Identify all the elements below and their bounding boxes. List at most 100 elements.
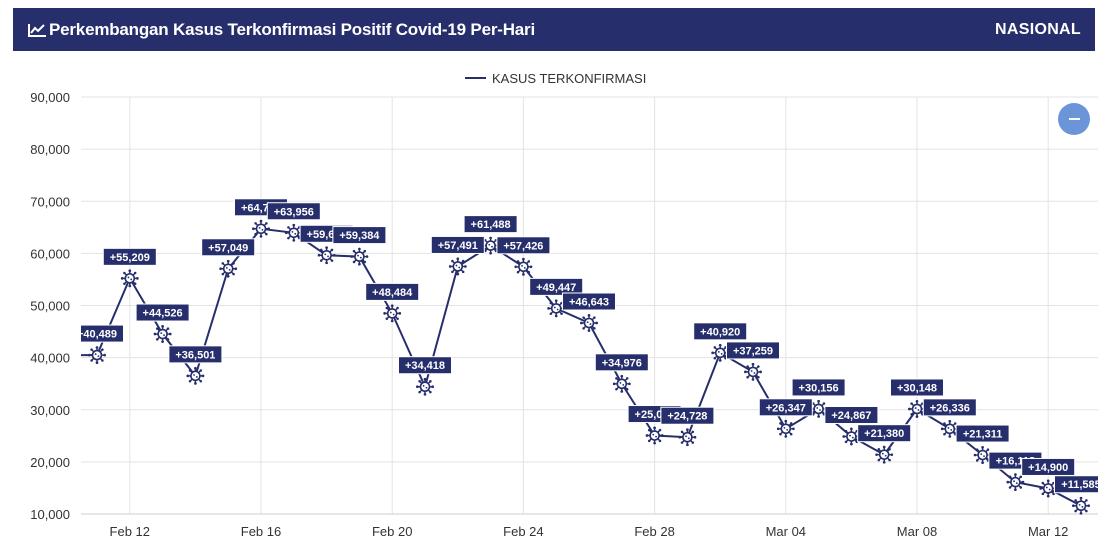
data-label: +37,259 — [727, 342, 780, 359]
data-label-text: +24,728 — [667, 411, 707, 423]
x-tick-label: Feb 20 — [372, 524, 412, 539]
data-label: +24,867 — [825, 407, 878, 424]
legend-entry[interactable]: KASUS TERKONFIRMASI — [492, 71, 646, 86]
data-label-text: +24,867 — [831, 410, 871, 422]
data-label-text: +59,384 — [339, 230, 380, 242]
line-chart-icon — [27, 22, 47, 38]
virus-icon[interactable] — [613, 375, 631, 393]
y-tick-label: 10,000 — [30, 507, 70, 522]
series-markers — [88, 220, 1090, 515]
virus-icon[interactable] — [777, 420, 795, 438]
data-label: +30,156 — [792, 379, 845, 396]
virus-icon[interactable] — [350, 248, 368, 266]
data-label-text: +26,336 — [930, 402, 970, 414]
data-label-text: +44,526 — [143, 308, 183, 320]
data-label-text: +48,484 — [372, 287, 413, 299]
x-tick-label: Feb 12 — [110, 524, 150, 539]
virus-icon[interactable] — [383, 304, 401, 322]
y-tick-label: 60,000 — [30, 246, 70, 261]
x-tick-label: Mar 12 — [1028, 524, 1068, 539]
data-label: +57,426 — [497, 237, 550, 254]
y-tick-label: 30,000 — [30, 403, 70, 418]
data-label-text: +21,311 — [963, 429, 1002, 441]
data-label-text: +55,209 — [110, 252, 150, 264]
y-tick-label: 70,000 — [30, 194, 70, 209]
data-label: +44,526 — [136, 304, 189, 321]
data-label-text: +14,900 — [1028, 462, 1068, 474]
header-title-group: Perkembangan Kasus Terkonfirmasi Positif… — [27, 20, 535, 40]
zoom-reset-button[interactable] — [1058, 103, 1090, 135]
virus-icon[interactable] — [88, 346, 106, 364]
data-label-text: +46,643 — [569, 296, 609, 308]
data-label-text: +57,426 — [503, 240, 543, 252]
x-tick-label: Mar 08 — [897, 524, 937, 539]
data-label: +48,484 — [366, 283, 419, 300]
virus-icon[interactable] — [1072, 497, 1090, 515]
data-label: +34,418 — [399, 357, 452, 374]
data-label-text: +63,956 — [274, 206, 314, 218]
data-label-text: +40,920 — [700, 326, 740, 338]
data-label: +57,491 — [431, 236, 484, 253]
data-label: +30,148 — [891, 379, 944, 396]
x-axis: Feb 12 Feb 16 Feb 20 Feb 24 Feb 28 Mar 04 Mar … — [81, 514, 1098, 539]
data-label: +26,347 — [759, 399, 812, 416]
y-axis: 10,000 20,000 30,000 40,000 50,000 60,000 70,0… — [30, 90, 70, 522]
line-chart: 10,000 20,000 30,000 40,000 50,000 60,000 70,0… — [0, 52, 1098, 548]
data-label: +40,489 — [71, 325, 124, 342]
chart-area: 10,000 20,000 30,000 40,000 50,000 60,000 70,0… — [0, 52, 1098, 548]
data-label-text: +21,380 — [864, 428, 904, 440]
data-label: +26,336 — [923, 399, 976, 416]
x-tick-label: Feb 24 — [503, 524, 543, 539]
minus-icon — [1069, 118, 1080, 120]
data-label: +63,956 — [267, 203, 320, 220]
data-label: +57,049 — [202, 239, 255, 256]
data-label-text: +11,585 — [1061, 479, 1098, 491]
legend[interactable]: KASUS TERKONFIRMASI — [465, 71, 646, 86]
data-label-text: +49,447 — [536, 282, 576, 294]
data-label-text: +30,156 — [799, 382, 839, 394]
chart-header: Perkembangan Kasus Terkonfirmasi Positif… — [13, 8, 1095, 51]
data-label: +21,380 — [858, 425, 911, 442]
data-label: +61,488 — [464, 216, 517, 233]
virus-icon[interactable] — [449, 257, 467, 275]
data-label-text: +36,501 — [175, 349, 215, 361]
virus-icon[interactable] — [875, 446, 893, 464]
data-label-text: +34,418 — [405, 360, 445, 372]
data-label: +46,643 — [563, 293, 616, 310]
data-label: +21,311 — [956, 425, 1009, 442]
virus-icon[interactable] — [646, 427, 664, 445]
virus-icon[interactable] — [154, 325, 172, 343]
chart-title: Perkembangan Kasus Terkonfirmasi Positif… — [49, 20, 535, 40]
virus-icon[interactable] — [744, 363, 762, 381]
data-label: +36,501 — [169, 346, 222, 363]
data-label-text: +61,488 — [471, 219, 511, 231]
data-label: +34,976 — [595, 354, 648, 371]
data-label-text: +57,049 — [208, 242, 248, 254]
x-tick-label: Mar 04 — [766, 524, 806, 539]
data-label-text: +57,491 — [438, 240, 478, 252]
virus-icon[interactable] — [121, 269, 139, 287]
virus-icon[interactable] — [186, 367, 204, 385]
data-label-text: +37,259 — [733, 345, 773, 357]
virus-icon[interactable] — [678, 428, 696, 446]
virus-icon[interactable] — [580, 314, 598, 332]
scope-label: NASIONAL — [995, 21, 1081, 39]
data-labels: +40,489+55,209+44,526+36,501+57,049+64,7… — [71, 199, 1098, 493]
y-tick-label: 80,000 — [30, 142, 70, 157]
virus-icon[interactable] — [416, 378, 434, 396]
data-label: +11,585 — [1055, 476, 1098, 493]
data-label: +59,384 — [333, 227, 386, 244]
y-tick-label: 40,000 — [30, 351, 70, 366]
virus-icon[interactable] — [318, 246, 336, 264]
y-tick-label: 50,000 — [30, 299, 70, 314]
data-label-text: +34,976 — [602, 357, 642, 369]
data-label: +24,728 — [661, 407, 714, 424]
y-tick-label: 20,000 — [30, 455, 70, 470]
y-tick-label: 90,000 — [30, 90, 70, 105]
x-tick-label: Feb 16 — [241, 524, 281, 539]
x-tick-label: Feb 28 — [634, 524, 674, 539]
plot-area: +40,489+55,209+44,526+36,501+57,049+64,7… — [71, 199, 1098, 515]
data-label-text: +26,347 — [766, 402, 806, 414]
virus-icon[interactable] — [514, 258, 532, 276]
data-label: +40,920 — [694, 323, 747, 340]
